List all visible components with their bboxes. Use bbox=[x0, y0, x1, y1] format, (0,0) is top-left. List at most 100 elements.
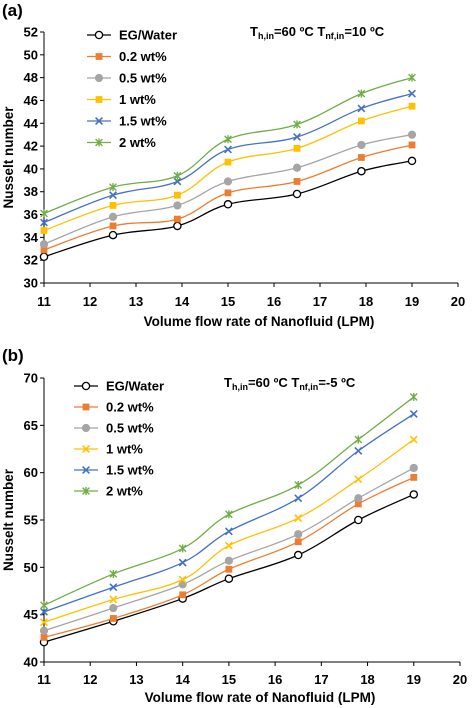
series-line bbox=[43, 134, 413, 245]
data-point bbox=[354, 515, 363, 525]
y-tick-label: 70 bbox=[24, 371, 38, 386]
data-point bbox=[294, 538, 302, 546]
x-tick-label: 16 bbox=[268, 672, 282, 687]
y-tick-label: 46 bbox=[24, 93, 38, 108]
y-tick-label: 30 bbox=[24, 276, 38, 291]
data-point bbox=[357, 104, 366, 113]
condition-sub_1: h,in bbox=[258, 31, 274, 41]
y-tick-label: 40 bbox=[24, 655, 38, 670]
x-tick-label: 14 bbox=[175, 672, 190, 687]
x-tick-label: 20 bbox=[451, 294, 465, 309]
legend-entry: 1.5 wt% bbox=[74, 463, 154, 478]
data-point bbox=[354, 494, 363, 503]
condition-mid: =60 ºC T bbox=[274, 24, 325, 39]
data-point bbox=[294, 514, 303, 523]
data-point bbox=[357, 166, 366, 176]
y-tick-label: 42 bbox=[24, 139, 38, 154]
condition-annotation: Th,in=60 ºC Tnf,in=-5 ºC bbox=[224, 375, 356, 392]
data-point bbox=[293, 120, 301, 129]
legend-label: EG/Water bbox=[106, 379, 164, 394]
data-point bbox=[358, 154, 365, 161]
data-point bbox=[224, 145, 232, 154]
series-0-2-wt- bbox=[40, 474, 418, 641]
data-point bbox=[40, 601, 48, 610]
series-1-5-wt- bbox=[40, 410, 418, 616]
series-0-2-wt- bbox=[40, 141, 416, 254]
y-tick-label: 34 bbox=[24, 230, 39, 245]
legend-marker bbox=[95, 53, 103, 60]
legend-marker bbox=[95, 96, 103, 103]
x-tick-label: 15 bbox=[222, 672, 236, 687]
legend-label: 1 wt% bbox=[119, 92, 156, 107]
y-tick-label: 65 bbox=[24, 418, 38, 433]
x-tick-label: 15 bbox=[221, 294, 235, 309]
data-point bbox=[408, 102, 416, 110]
data-point bbox=[108, 212, 118, 221]
legend-label: 1.5 wt% bbox=[119, 114, 167, 129]
data-point bbox=[354, 500, 362, 508]
data-point bbox=[40, 607, 48, 616]
panel-label: (b) bbox=[2, 346, 24, 365]
data-point bbox=[354, 435, 363, 444]
legend-label: 0.2 wt% bbox=[106, 400, 154, 415]
data-point bbox=[173, 171, 182, 180]
data-point bbox=[224, 135, 232, 144]
data-point bbox=[409, 435, 418, 444]
data-point bbox=[409, 463, 418, 473]
x-tick-label: 11 bbox=[37, 672, 51, 687]
x-tick-label: 14 bbox=[175, 294, 190, 309]
legend-entry: EG/Water bbox=[74, 379, 164, 394]
data-point bbox=[174, 215, 181, 223]
legend-marker bbox=[95, 117, 103, 125]
data-point bbox=[294, 494, 303, 503]
series-line bbox=[43, 160, 413, 258]
data-point bbox=[408, 89, 416, 98]
y-tick-label: 55 bbox=[24, 513, 38, 528]
data-point bbox=[293, 144, 301, 152]
legend-label: 1 wt% bbox=[106, 442, 143, 457]
y-tick-label: 52 bbox=[24, 25, 38, 40]
condition-sub_2: nf,in bbox=[325, 31, 344, 41]
legend-label: 0.5 wt% bbox=[119, 71, 167, 86]
data-point bbox=[178, 558, 187, 567]
data-point bbox=[39, 626, 49, 635]
y-tick-label: 48 bbox=[24, 70, 38, 85]
series-line bbox=[43, 105, 413, 232]
x-tick-label: 17 bbox=[313, 294, 327, 309]
series-2-wt- bbox=[40, 392, 418, 610]
data-point bbox=[407, 130, 417, 139]
legend-entry: 0.2 wt% bbox=[74, 400, 154, 415]
legend-marker bbox=[82, 466, 90, 474]
x-tick-label: 12 bbox=[83, 672, 97, 687]
x-tick-label: 18 bbox=[359, 294, 373, 309]
series-0-5-wt- bbox=[39, 130, 417, 249]
data-point bbox=[292, 163, 302, 172]
legend-entry: 0.2 wt% bbox=[87, 49, 167, 64]
chart-panel-b: (b) 40 45 50 55 60 65 70 11 12 13 14 15 16 17 18 19 20 Vol… bbox=[1, 346, 467, 705]
legend-marker bbox=[81, 381, 91, 391]
data-point bbox=[409, 410, 418, 418]
x-tick-label: 19 bbox=[405, 294, 419, 309]
data-point bbox=[109, 191, 117, 200]
x-tick-label: 19 bbox=[407, 672, 421, 687]
data-point bbox=[174, 191, 181, 199]
data-point bbox=[293, 550, 303, 560]
data-point bbox=[109, 202, 117, 209]
legend-label: 2 wt% bbox=[119, 135, 156, 150]
data-point bbox=[408, 141, 416, 149]
data-point bbox=[39, 252, 49, 262]
y-axis-title: Nusselt number bbox=[1, 106, 16, 209]
legend-marker bbox=[81, 423, 91, 433]
x-tick-label: 20 bbox=[453, 672, 467, 687]
panel-label: (a) bbox=[2, 1, 23, 20]
data-point bbox=[109, 183, 117, 192]
condition-annotation: Th,in=60 ºC Tnf,in=10 ºC bbox=[250, 24, 385, 41]
legend-label: EG/Water bbox=[119, 28, 177, 43]
data-point bbox=[109, 583, 118, 592]
data-point bbox=[173, 221, 182, 231]
legend-label: 0.2 wt% bbox=[119, 49, 167, 64]
series-1-wt- bbox=[40, 435, 418, 627]
x-axis-title: Volume flow rate of Nanofluid (LPM) bbox=[145, 690, 376, 705]
x-tick-label: 11 bbox=[37, 294, 51, 309]
